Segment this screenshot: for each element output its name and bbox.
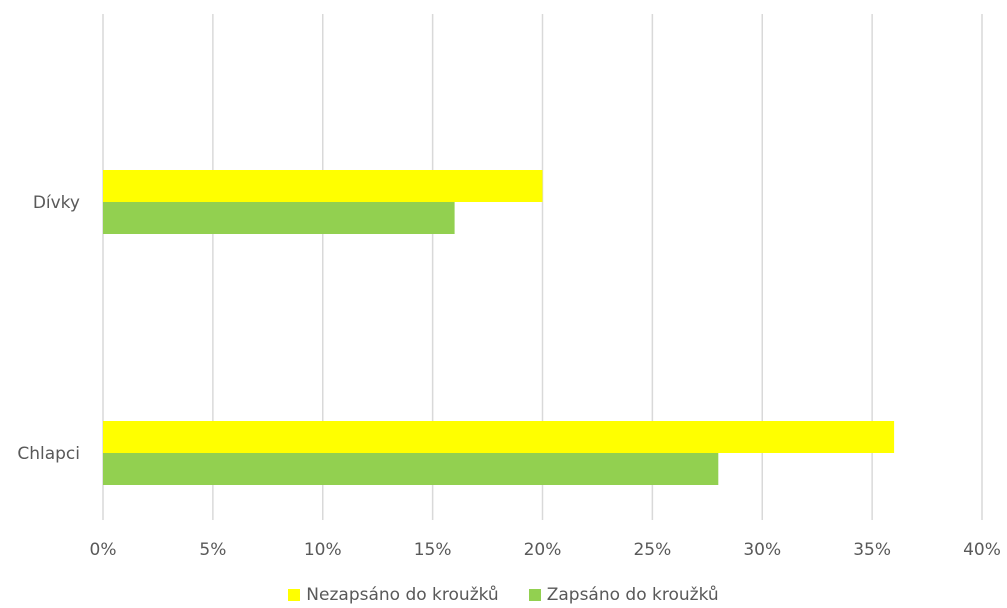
x-tick-label-3: 15% bbox=[414, 540, 452, 560]
x-tick-label-5: 25% bbox=[633, 540, 671, 560]
bar-1-1 bbox=[103, 453, 719, 485]
bar-0-0 bbox=[103, 170, 543, 202]
legend-item-zapsano: Zapsáno do kroužků bbox=[528, 585, 719, 605]
category-label-1: Chlapci bbox=[17, 444, 80, 464]
x-tick-label-4: 20% bbox=[524, 540, 562, 560]
legend-swatch-zapsano bbox=[528, 589, 541, 601]
x-tick-label-0: 0% bbox=[90, 540, 117, 560]
x-tick-label-1: 5% bbox=[199, 540, 226, 560]
x-tick-label-7: 35% bbox=[853, 540, 891, 560]
chart-plot: 0% 5% 10% 15% 20% 25% 30% 35% 40% Dívky Chlapci bbox=[17, 14, 1001, 560]
legend-swatch-nezapsano bbox=[288, 589, 301, 601]
category-label-0: Dívky bbox=[33, 193, 80, 213]
x-tick-label-2: 10% bbox=[304, 540, 342, 560]
legend-label-nezapsano: Nezapsáno do kroužků bbox=[306, 585, 499, 605]
legend-item-nezapsano: Nezapsáno do kroužků bbox=[288, 585, 499, 605]
x-tick-label-6: 30% bbox=[743, 540, 781, 560]
legend-label-zapsano: Zapsáno do kroužků bbox=[546, 585, 719, 605]
chart-legend: Nezapsáno do kroužků Zapsáno do kroužků bbox=[0, 583, 1007, 607]
bar-0-1 bbox=[103, 202, 455, 234]
x-tick-label-8: 40% bbox=[963, 540, 1001, 560]
bar-1-0 bbox=[103, 421, 895, 453]
